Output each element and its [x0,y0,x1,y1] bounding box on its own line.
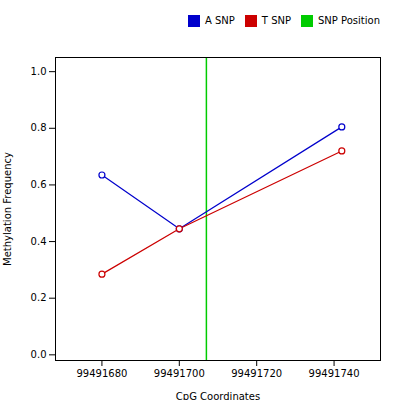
svg-text:99491680: 99491680 [76,368,127,379]
svg-text:99491740: 99491740 [309,368,360,379]
svg-text:0.2: 0.2 [31,292,47,303]
html-text:SNP Position: SNP Position [318,15,380,26]
svg-text:99491720: 99491720 [231,368,282,379]
svg-text:CpG Coordinates: CpG Coordinates [176,391,260,400]
svg-text:Methylation Frequency: Methylation Frequency [2,152,13,266]
svg-text:0.4: 0.4 [31,236,47,247]
html-text:T SNP: T SNP [261,15,291,26]
svg-text:1.0: 1.0 [31,66,47,77]
svg-text:99491700: 99491700 [154,368,205,379]
html-text:A SNP: A SNP [205,15,235,26]
svg-text:0.8: 0.8 [31,122,47,133]
svg-text:0.6: 0.6 [31,179,47,190]
svg-text:0.0: 0.0 [31,349,47,360]
